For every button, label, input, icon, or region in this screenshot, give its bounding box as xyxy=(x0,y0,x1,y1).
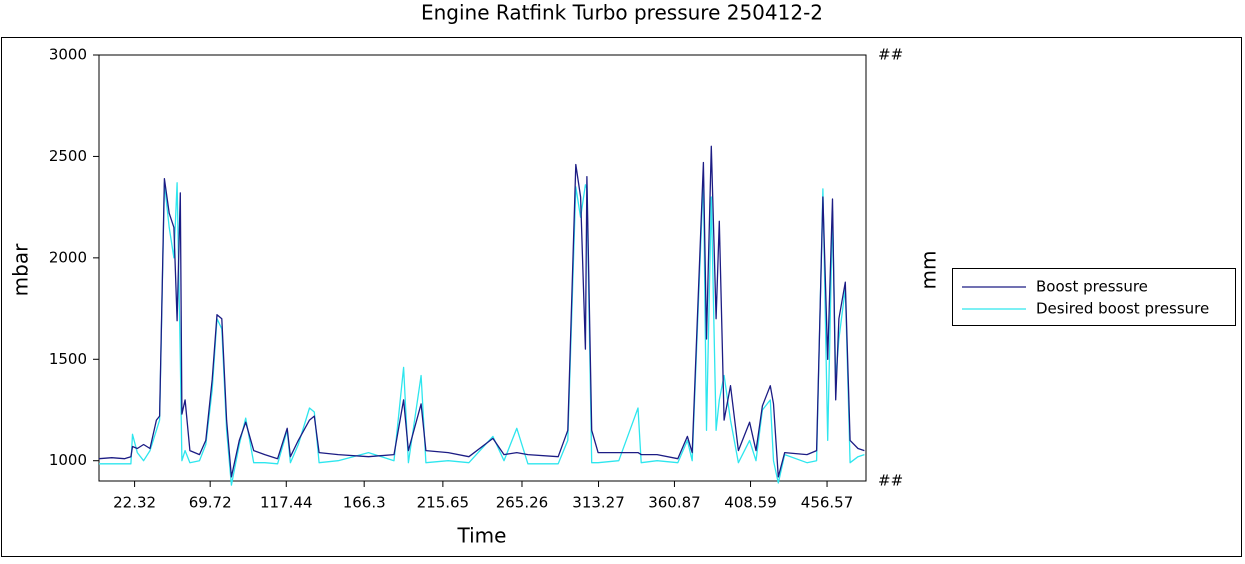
y2-axis-title: mm xyxy=(917,251,941,290)
x-tick-label: 360.87 xyxy=(648,494,701,512)
legend-label: Boost pressure xyxy=(1036,278,1148,296)
y-tick-label: 1500 xyxy=(49,350,87,368)
frame xyxy=(1,37,1242,557)
plot-area xyxy=(98,54,867,482)
x-tick-label: 215.65 xyxy=(417,494,470,512)
y-axis-title: mbar xyxy=(9,243,33,296)
legend xyxy=(952,268,1236,326)
x-tick-label: 265.26 xyxy=(496,494,549,512)
x-tick-label: 408.59 xyxy=(724,494,777,512)
y2-tick-label: ## xyxy=(878,472,903,490)
x-tick-label: 166.3 xyxy=(343,494,386,512)
legend-label: Desired boost pressure xyxy=(1036,300,1209,318)
y2-tick-label: ## xyxy=(878,46,903,64)
series-line xyxy=(99,176,865,486)
x-axis-title: Time xyxy=(457,524,507,548)
y-tick-label: 2500 xyxy=(49,147,87,165)
x-tick-label: 313.27 xyxy=(572,494,625,512)
x-tick-label: 22.32 xyxy=(113,494,156,512)
x-tick-label: 117.44 xyxy=(260,494,313,512)
series-line xyxy=(98,145,865,478)
y-tick-label: 2000 xyxy=(49,248,87,266)
x-tick-label: 69.72 xyxy=(189,494,232,512)
y-tick-label: 1000 xyxy=(49,451,87,469)
y-tick-label: 3000 xyxy=(49,46,87,64)
x-tick-label: 456.57 xyxy=(801,494,854,512)
chart-title: Engine Ratfink Turbo pressure 250412-2 xyxy=(421,1,823,25)
